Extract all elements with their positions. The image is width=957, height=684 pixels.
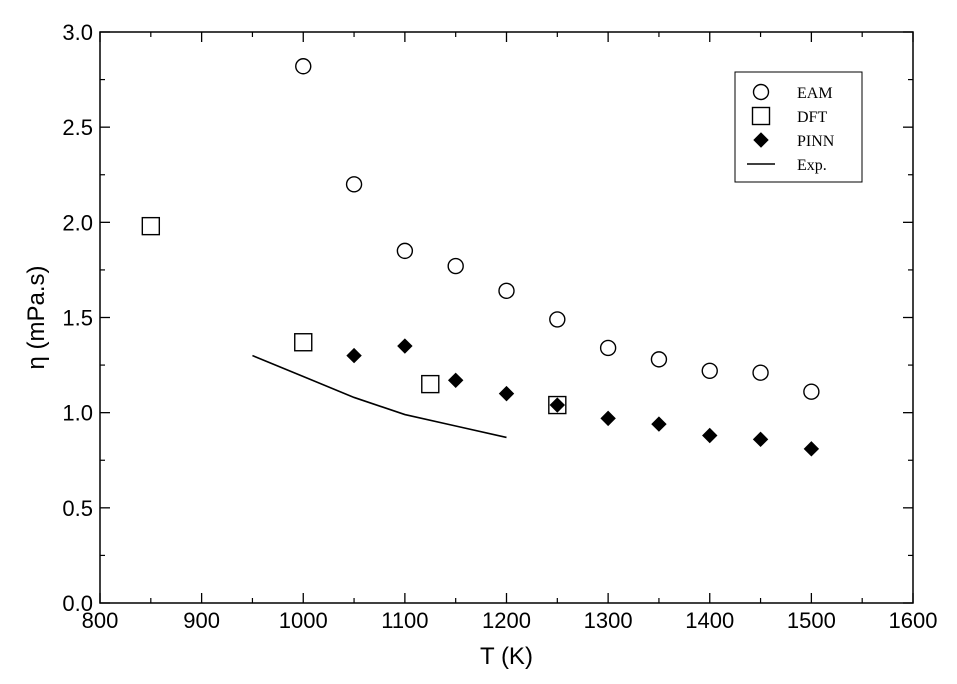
y-tick-label: 0.0 bbox=[62, 591, 93, 616]
y-tick-labels: 0.0 0.5 1.0 1.5 2.0 2.5 3.0 bbox=[62, 20, 93, 616]
data-point-eam bbox=[498, 282, 515, 300]
data-point-eam bbox=[599, 339, 617, 357]
data-point-eam bbox=[701, 362, 718, 379]
series-line-exp bbox=[252, 354, 507, 439]
data-point-dft bbox=[421, 374, 440, 394]
legend-marker-dft bbox=[751, 106, 771, 126]
x-tick-label: 1000 bbox=[279, 608, 328, 633]
legend-label-dft: DFT bbox=[797, 109, 827, 126]
data-point-eam bbox=[803, 383, 820, 400]
data-point-dft bbox=[294, 333, 313, 352]
legend-label-eam: EAM bbox=[797, 85, 833, 102]
y-tick-label: 1.0 bbox=[62, 401, 93, 426]
data-point-dft bbox=[141, 216, 161, 236]
data-point-pinn bbox=[702, 427, 718, 444]
data-point-pinn bbox=[803, 441, 820, 457]
data-point-eam bbox=[295, 58, 312, 75]
y-tick-label: 3.0 bbox=[62, 20, 93, 45]
data-point-eam bbox=[396, 242, 414, 260]
x-tick-label: 1100 bbox=[381, 608, 428, 633]
data-point-pinn bbox=[549, 397, 566, 413]
x-tick-label: 800 bbox=[82, 608, 119, 633]
x-tick-label: 1200 bbox=[482, 608, 531, 633]
data-marks bbox=[141, 58, 820, 457]
x-tick-label: 1300 bbox=[584, 608, 633, 633]
x-tick-label: 900 bbox=[183, 608, 220, 633]
y-tick-label: 2.5 bbox=[62, 115, 93, 140]
data-point-pinn bbox=[752, 431, 769, 448]
ticks bbox=[99, 31, 914, 604]
x-tick-label: 1600 bbox=[889, 608, 938, 633]
data-point-pinn bbox=[447, 372, 464, 389]
y-tick-label: 2.0 bbox=[62, 210, 93, 235]
data-point-eam bbox=[650, 351, 668, 368]
y-tick-label: 1.5 bbox=[62, 306, 93, 331]
data-point-pinn bbox=[600, 410, 616, 427]
plot-frame bbox=[99, 31, 914, 604]
data-point-pinn bbox=[498, 385, 515, 402]
x-tick-labels: 800 900 1000 1100 1200 1300 1400 1500 1600 bbox=[82, 608, 938, 633]
y-tick-label: 0.5 bbox=[62, 496, 93, 521]
legend-marker-eam bbox=[752, 83, 770, 101]
x-axis-title: T (K) bbox=[480, 643, 533, 670]
legend-label-pinn: PINN bbox=[797, 133, 835, 150]
data-point-eam bbox=[549, 311, 566, 328]
x-tick-label: 1500 bbox=[787, 608, 836, 633]
data-point-eam bbox=[447, 257, 464, 275]
x-tick-label: 1400 bbox=[685, 608, 734, 633]
y-axis-title: η (mPa.s) bbox=[23, 265, 50, 369]
data-point-dft bbox=[548, 395, 567, 415]
data-point-pinn bbox=[346, 347, 362, 364]
legend-label-exp: Exp. bbox=[797, 157, 827, 174]
legend-marker-pinn bbox=[753, 132, 769, 148]
data-point-pinn bbox=[651, 416, 667, 432]
data-point-eam bbox=[345, 176, 363, 193]
data-point-pinn bbox=[397, 338, 413, 354]
legend: EAM DFT PINN Exp. bbox=[734, 71, 863, 183]
data-point-eam bbox=[752, 364, 769, 381]
